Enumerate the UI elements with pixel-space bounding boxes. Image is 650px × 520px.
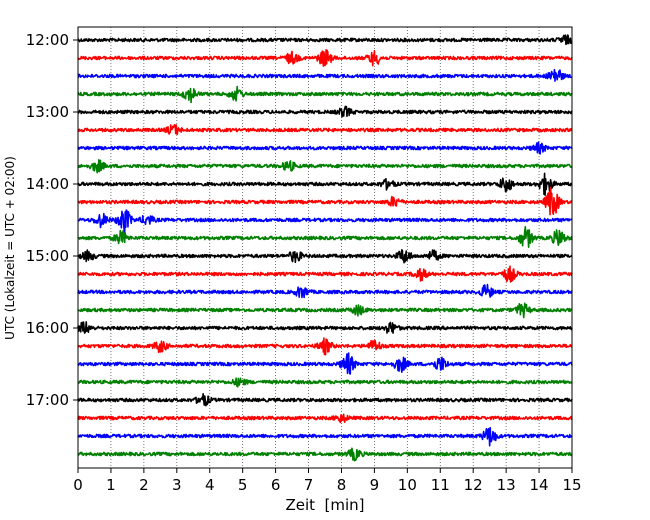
x-tick-label: 3 — [172, 476, 182, 494]
x-tick-label: 11 — [431, 476, 450, 494]
x-tick-label: 12 — [464, 476, 483, 494]
y-tick-label: 13:00 — [26, 103, 69, 121]
trace-1200 — [77, 34, 573, 46]
y-axis-ticks: 12:00 13:00 14:00 15:00 16:00 17:00 — [26, 31, 78, 409]
trace-1730 — [77, 426, 573, 447]
trace-1700 — [77, 392, 573, 407]
seismic-traces — [77, 34, 573, 462]
trace-1400 — [77, 172, 573, 196]
y-tick-label: 14:00 — [26, 175, 69, 193]
x-axis-ticks: 0 1 2 3 4 5 6 7 8 9 10 11 12 13 14 15 — [73, 468, 582, 494]
x-tick-label: 15 — [562, 476, 581, 494]
x-tick-label: 14 — [530, 476, 549, 494]
trace-1615 — [77, 337, 573, 356]
x-tick-label: 10 — [398, 476, 417, 494]
trace-1445 — [77, 225, 573, 249]
x-tick-label: 7 — [304, 476, 314, 494]
trace-1230 — [77, 68, 573, 82]
x-tick-label: 0 — [73, 476, 83, 494]
trace-1300 — [77, 105, 573, 118]
x-tick-label: 5 — [238, 476, 248, 494]
trace-1645 — [77, 377, 573, 388]
x-tick-label: 4 — [205, 476, 215, 494]
trace-1715 — [77, 413, 573, 424]
y-tick-label: 15:00 — [26, 247, 69, 265]
trace-1245 — [77, 85, 573, 104]
y-tick-label: 16:00 — [26, 319, 69, 337]
trace-1430 — [77, 209, 573, 234]
x-tick-label: 6 — [271, 476, 281, 494]
x-tick-label: 1 — [106, 476, 116, 494]
plot-background — [78, 27, 572, 468]
plot-frame — [77, 26, 573, 469]
trace-1745 — [77, 447, 573, 462]
x-tick-label: 8 — [337, 476, 347, 494]
y-tick-label: 12:00 — [26, 31, 69, 49]
trace-1330 — [77, 141, 573, 155]
trace-1600 — [77, 321, 573, 334]
trace-1345 — [77, 158, 573, 174]
trace-1315 — [77, 123, 573, 135]
x-tick-label: 9 — [370, 476, 380, 494]
trace-1630 — [77, 352, 573, 375]
x-tick-label: 2 — [139, 476, 149, 494]
y-tick-label: 17:00 — [26, 391, 69, 409]
trace-1215 — [77, 48, 573, 67]
x-axis-label: Zeit [min] — [285, 496, 364, 514]
y-axis-label: UTC (Lokalzeit = UTC + 02:00) — [3, 156, 17, 340]
trace-1500 — [77, 248, 573, 264]
trace-1515 — [77, 265, 573, 283]
trace-1415 — [77, 186, 573, 216]
x-tick-label: 13 — [497, 476, 516, 494]
trace-1545 — [77, 302, 573, 319]
trace-1530 — [77, 283, 573, 299]
